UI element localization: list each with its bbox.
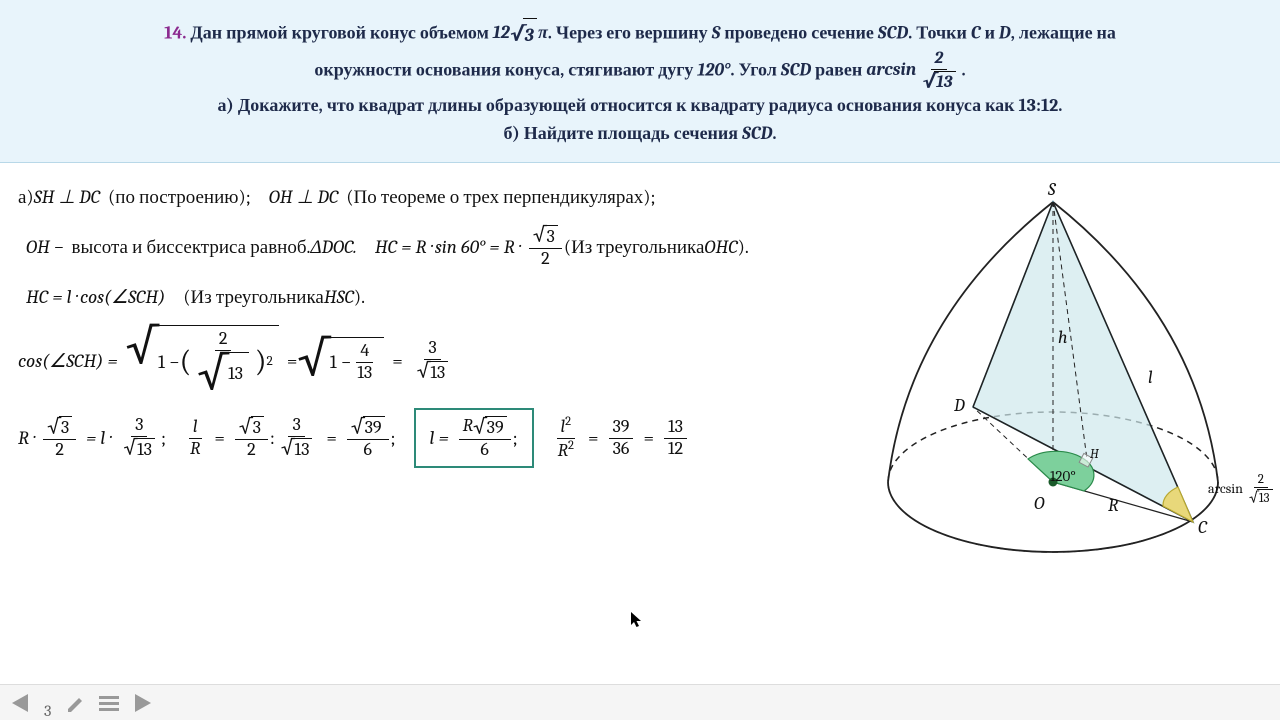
l5f1d: 2 <box>51 440 68 460</box>
cone-diagram: S D C O R H h l 120° arcsin2√13 <box>858 177 1268 607</box>
label-O: O <box>1034 493 1044 514</box>
l3c: HSC <box>324 281 354 313</box>
l2g: ). <box>738 231 749 263</box>
anno-pref: arcsin <box>1208 480 1243 497</box>
l2c: ΔDOC. <box>310 231 356 263</box>
label-H: H <box>1090 447 1099 462</box>
label-h: h <box>1058 327 1068 348</box>
t2b: . Угол <box>730 59 780 80</box>
label-120: 120° <box>1050 467 1076 485</box>
t2a: окружности основания конуса, стягивают д… <box>314 59 697 80</box>
l2f: OHC <box>704 231 737 263</box>
ptD: D <box>999 22 1011 43</box>
l2e: (Из треугольника <box>564 231 705 263</box>
t2c: равен <box>811 59 866 80</box>
boxd: 6 <box>476 440 492 460</box>
part-b: б) Найдите площадь сечения <box>503 123 742 144</box>
l1b: (по построению); <box>108 181 251 213</box>
problem-header: 14. Дан прямой круговой конус объемом 12… <box>0 0 1280 163</box>
l4a: cos(∠SCH) = <box>18 345 118 377</box>
l5cn: l <box>189 418 202 439</box>
l4f2d: 13 <box>353 363 376 383</box>
l2d: HC = R · sin 60° = R · <box>375 231 519 263</box>
period2: . <box>772 123 776 144</box>
page-number: 3 <box>44 702 51 720</box>
l4f2n: 4 <box>356 342 373 363</box>
solution-area: а) SH ⊥ DC (по построению); OH ⊥ DC (По … <box>0 163 1280 720</box>
l5en: 3 <box>288 416 304 437</box>
semi2: ; <box>391 422 396 454</box>
problem-t1a: Дан прямой круговой конус объемом <box>190 22 492 43</box>
eq4: = <box>643 422 654 454</box>
arcsin-expr: arcsin2√13 <box>866 59 961 80</box>
label-l: l <box>1148 367 1153 388</box>
a-label: а) <box>18 181 34 213</box>
l5f2n: 3 <box>131 416 147 437</box>
angle-name: SCD <box>781 59 811 80</box>
l3d: ). <box>354 281 365 313</box>
label-arcsin: arcsin2√13 <box>1208 473 1279 506</box>
period1: . <box>962 59 966 80</box>
l5cd: R <box>186 439 204 459</box>
semi1: ; <box>161 422 166 454</box>
section2: SCD <box>742 123 772 144</box>
ptC: C <box>971 22 981 43</box>
boxa: l = <box>430 422 449 454</box>
label-C: C <box>1198 517 1207 538</box>
l2b: высота и биссектриса равноб. <box>72 231 311 263</box>
menu-button[interactable] <box>97 693 121 713</box>
l1d: (По теореме о трех перпендикулярах); <box>346 181 655 213</box>
label-R: R <box>1108 495 1118 516</box>
problem-number: 14. <box>164 22 186 43</box>
l5a: R · <box>18 422 33 454</box>
label-D: D <box>954 395 965 416</box>
arc: 120° <box>697 59 730 80</box>
t1c: проведено сечение <box>720 22 877 43</box>
colon: : <box>270 422 275 454</box>
l5hd: 36 <box>609 439 634 459</box>
and: и <box>981 22 999 43</box>
l3b: (Из треугольника <box>183 281 324 313</box>
volume: 12√3 π <box>493 22 548 43</box>
l5dd: 2 <box>243 440 260 460</box>
label-S: S <box>1048 179 1055 200</box>
footer-toolbar: 3 <box>0 684 1280 720</box>
edit-button[interactable] <box>65 692 87 714</box>
l1c: OH ⊥ DC <box>269 181 339 213</box>
boxed-result: l = R√396 ; <box>414 408 534 468</box>
eq3: = <box>588 422 599 454</box>
next-slide-button[interactable] <box>131 692 157 714</box>
l2den: 2 <box>537 249 554 269</box>
arcsin-pref: arcsin <box>866 59 916 80</box>
anno-num: 2 <box>1254 473 1268 489</box>
t1e: , лежащие на <box>1011 22 1116 43</box>
l5in: 13 <box>664 418 687 439</box>
l4f3n: 3 <box>424 339 440 360</box>
prev-slide-button[interactable] <box>8 692 34 714</box>
l1a: SH ⊥ DC <box>34 181 100 213</box>
eq2: = <box>326 422 337 454</box>
l5id: 12 <box>664 439 687 459</box>
l5fd: 6 <box>359 440 375 460</box>
l5hn: 39 <box>609 418 634 439</box>
l2a: OH − <box>26 231 64 263</box>
eq1: = <box>214 422 225 454</box>
l4c: = <box>392 345 403 377</box>
part-a: а) Докажите, что квадрат длины образующе… <box>24 92 1256 120</box>
t1b: . Через его вершину <box>548 22 712 43</box>
semi3: ; <box>513 422 518 454</box>
l4b: = <box>287 345 298 377</box>
t1d: . Точки <box>908 22 971 43</box>
arcsin-num: 2 <box>931 50 948 70</box>
l3a: HC = l · cos(∠SCH) <box>26 281 165 313</box>
section: SCD <box>878 22 908 43</box>
mouse-cursor-icon <box>630 611 644 633</box>
l5b: = l · <box>86 422 109 454</box>
